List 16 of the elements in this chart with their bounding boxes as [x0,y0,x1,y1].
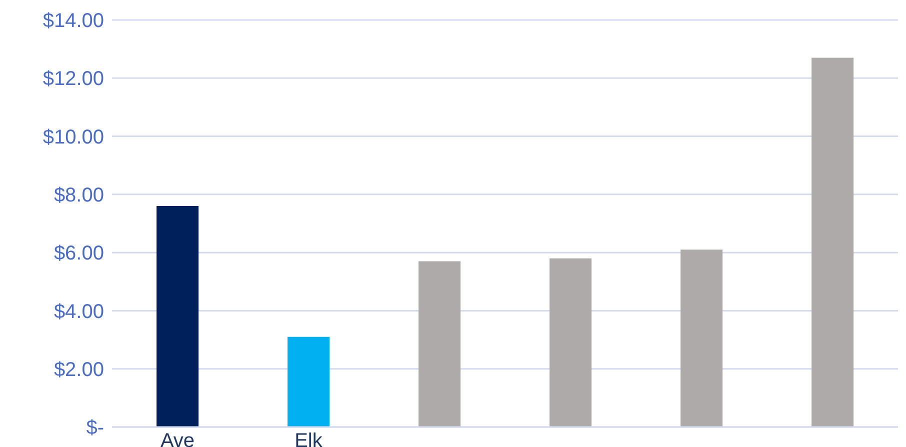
bar [156,206,199,427]
bar [680,250,723,427]
bar [550,258,592,427]
y-tick-label: $12.00 [42,68,104,90]
bar [812,58,854,427]
x-tick-label: Ave [160,430,195,447]
y-tick-label: $4.00 [54,300,104,323]
y-tick-label: $10.00 [42,126,104,148]
y-tick-label: $6.00 [54,242,104,265]
x-tick-label: Elk [294,430,324,447]
bar [288,336,330,427]
bar [418,261,461,427]
y-tick-label: $14.00 [42,10,104,32]
y-tick-label: $- [86,417,104,440]
y-tick-label: $2.00 [54,358,104,381]
y-tick-label: $8.00 [54,184,104,207]
